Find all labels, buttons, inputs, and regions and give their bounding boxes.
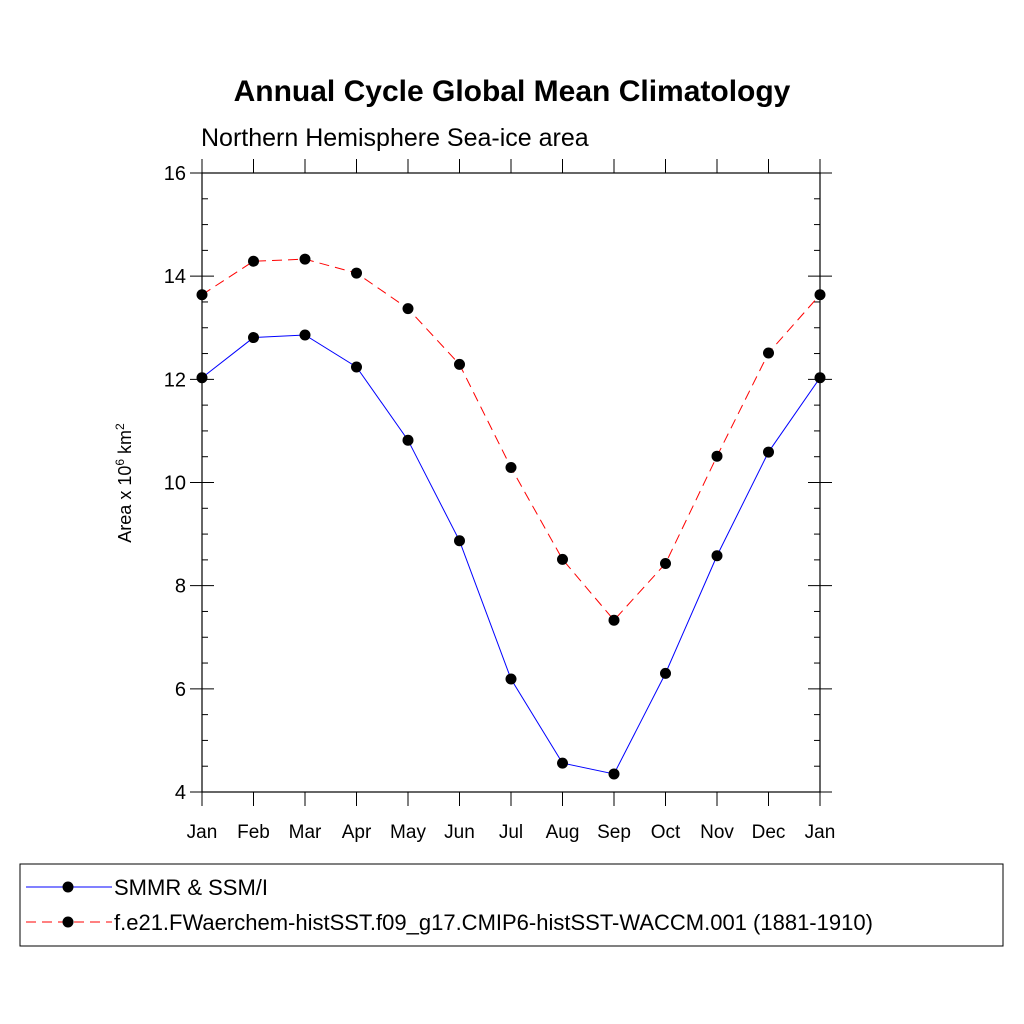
x-tick-label: Sep (597, 822, 631, 843)
x-tick-label: Jan (805, 822, 836, 843)
plot-frame (201, 172, 821, 793)
x-tick-label: Jan (187, 822, 218, 843)
x-tick-label: Aug (546, 822, 580, 843)
series-0-point (248, 332, 259, 344)
series-line-1 (201, 258, 821, 621)
series-lines (201, 258, 821, 775)
x-tick-label: Feb (237, 822, 270, 843)
x-tick-label: Jul (499, 822, 523, 843)
series-1-point (196, 289, 208, 301)
series-0-point (196, 372, 208, 384)
series-1-point (557, 553, 568, 565)
x-tick-label: Dec (752, 822, 786, 843)
y-tick-label: 12 (164, 369, 186, 391)
y-tick-label: 14 (164, 266, 186, 288)
chart-title: Annual Cycle Global Mean Climatology (234, 75, 791, 108)
series-0-point (557, 757, 568, 769)
y-tick-label: 4 (175, 782, 186, 804)
series-0-point (402, 434, 414, 446)
legend-label-1: f.e21.FWaerchem-histSST.f09_g17.CMIP6-hi… (114, 910, 873, 935)
series-1-point (660, 557, 671, 569)
series-1-point (351, 267, 362, 279)
series-0-point (814, 372, 826, 384)
y-axis-ticks: 4 6 8 10 12 14 16 (164, 163, 832, 804)
series-0-point (763, 446, 774, 458)
x-tick-label: Mar (289, 822, 322, 843)
series-0-point (660, 667, 671, 679)
series-0-point (299, 329, 311, 341)
y-tick-label: 8 (175, 576, 186, 598)
legend-box (19, 863, 1004, 947)
series-1-point (454, 358, 465, 370)
series-1-point (299, 253, 311, 265)
series-markers (196, 253, 826, 780)
series-line-0 (201, 334, 821, 775)
legend-marker-1 (62, 916, 74, 928)
y-tick-label: 16 (164, 163, 186, 185)
y-axis-label: Area x 106 km2 (113, 423, 135, 543)
x-axis-ticks: Jan Feb Mar Apr May Jun Jul Aug Sep Oct Nov Dec Jan (187, 159, 836, 843)
series-1-point (248, 255, 259, 267)
x-tick-label: Oct (651, 822, 681, 843)
series-1-point (608, 614, 620, 626)
series-1-point (505, 462, 517, 474)
series-1-point (402, 303, 414, 315)
legend-marker-0 (62, 881, 74, 893)
x-tick-label: May (390, 822, 426, 843)
x-tick-label: Nov (700, 822, 734, 843)
series-0-point (351, 361, 362, 373)
y-tick-label: 6 (175, 679, 186, 701)
series-1-point (711, 450, 723, 462)
x-tick-label: Jun (444, 822, 475, 843)
legend: SMMR & SSM/I f.e21.FWaerchem-histSST.f09_… (19, 863, 1004, 947)
series-0-point (454, 535, 465, 547)
series-1-point (763, 347, 774, 359)
series-1-point (814, 289, 826, 301)
legend-label-0: SMMR & SSM/I (114, 875, 268, 900)
series-0-point (505, 673, 517, 685)
x-tick-label: Apr (342, 822, 372, 843)
y-tick-label: 10 (164, 473, 186, 495)
series-0-point (711, 550, 723, 562)
series-0-point (608, 768, 620, 780)
chart-subtitle: Northern Hemisphere Sea-ice area (201, 124, 589, 152)
